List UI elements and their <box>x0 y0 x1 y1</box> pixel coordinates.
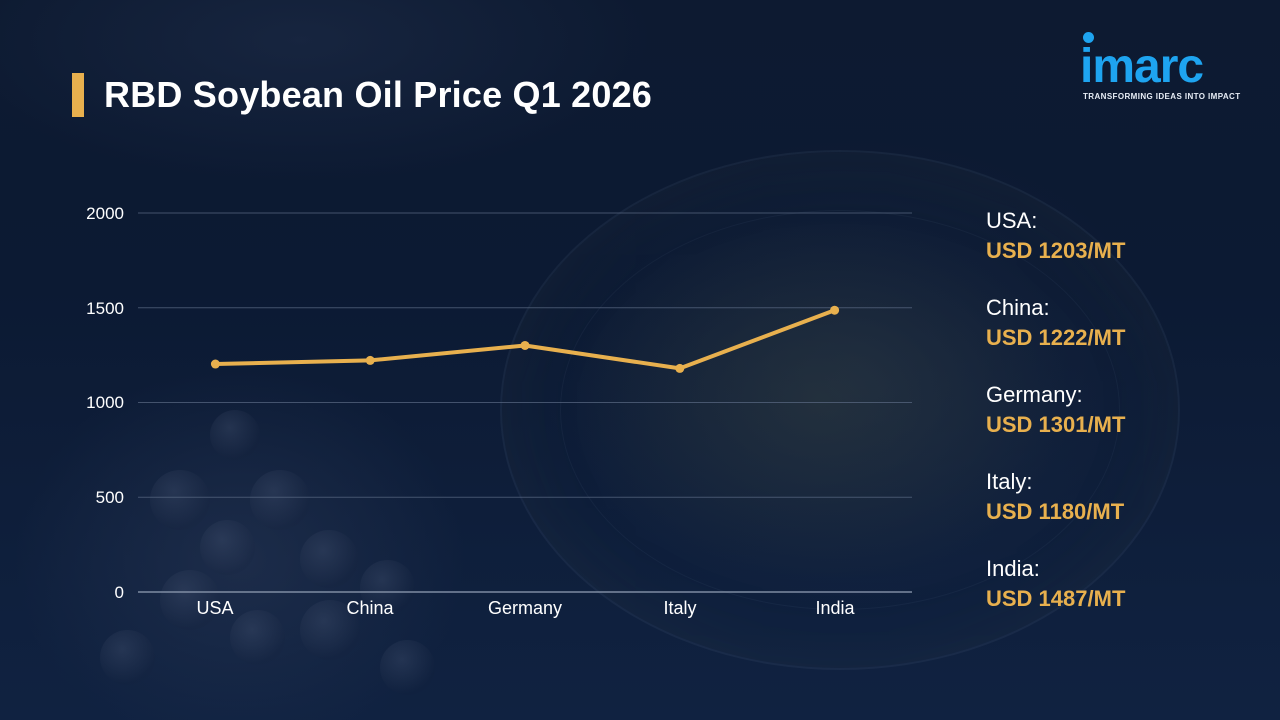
title-accent-bar <box>72 73 84 117</box>
logo-dot <box>1083 32 1094 43</box>
plot-area <box>138 212 912 593</box>
x-tick-label: Germany <box>487 598 563 618</box>
oil-bowl-inner-decoration <box>560 210 1120 610</box>
y-tick-label: 1000 <box>86 393 124 412</box>
legend-item-india: India: USD 1487/MT <box>986 554 1125 641</box>
legend-value: USD 1222/MT <box>986 325 1126 350</box>
y-tick-label: 0 <box>114 583 124 602</box>
x-tick-label: India <box>815 598 855 618</box>
legend-item-italy: Italy: USD 1180/MT <box>986 467 1125 554</box>
legend-value: USD 1180/MT <box>986 499 1125 524</box>
legend-item-china: China: USD 1222/MT <box>986 293 1125 380</box>
line-chart: 2000 1500 1000 500 0 USA China Germany I… <box>86 204 912 618</box>
x-tick-label: USA <box>196 598 234 618</box>
logo-tagline: TRANSFORMING IDEAS INTO IMPACT <box>1083 92 1241 101</box>
data-point <box>675 363 685 373</box>
price-legend: USA: USD 1203/MT China: USD 1222/MT Germ… <box>986 206 1125 641</box>
y-tick-label: 500 <box>95 488 124 507</box>
oil-bowl-decoration <box>500 150 1180 670</box>
data-point <box>210 359 220 369</box>
legend-value: USD 1203/MT <box>986 238 1126 263</box>
x-tick-label: China <box>346 598 394 618</box>
legend-value: USD 1487/MT <box>986 586 1126 611</box>
price-line <box>213 308 837 371</box>
logo-wordmark: imarc <box>1080 40 1204 93</box>
data-point <box>520 340 530 350</box>
data-point <box>830 305 840 315</box>
x-tick-label: Italy <box>663 598 697 618</box>
imarc-logo: imarc TRANSFORMING IDEAS INTO IMPACT <box>1080 32 1250 104</box>
legend-item-usa: USA: USD 1203/MT <box>986 206 1125 293</box>
legend-country: China: <box>986 295 1050 320</box>
legend-country: Germany: <box>986 382 1083 407</box>
gridlines <box>138 212 912 593</box>
data-point-markers <box>210 305 840 373</box>
legend-country: India: <box>986 556 1040 581</box>
y-tick-label: 2000 <box>86 204 124 223</box>
page-title: RBD Soybean Oil Price Q1 2026 <box>104 74 653 115</box>
data-point <box>365 355 375 365</box>
legend-country: USA: <box>986 208 1038 233</box>
y-tick-label: 1500 <box>86 299 124 318</box>
legend-country: Italy: <box>986 469 1033 494</box>
legend-value: USD 1301/MT <box>986 412 1126 437</box>
legend-item-germany: Germany: USD 1301/MT <box>986 380 1125 467</box>
